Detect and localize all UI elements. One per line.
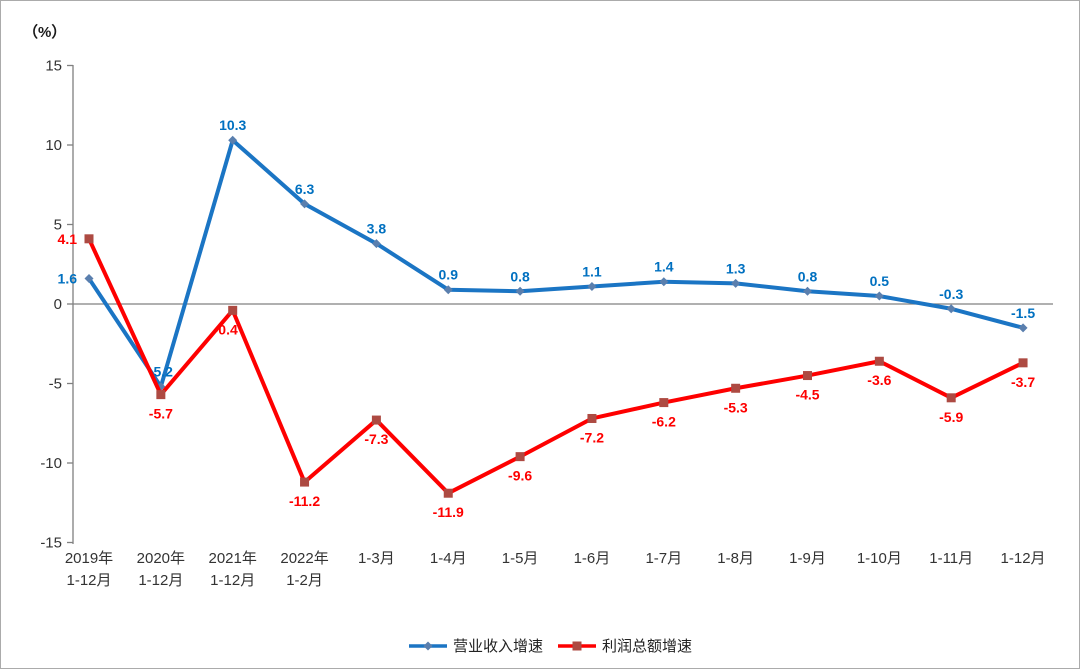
data-point-label: -3.7 xyxy=(1011,374,1035,390)
data-point-marker xyxy=(731,278,741,288)
data-point-marker xyxy=(874,291,884,301)
data-point-label: -7.3 xyxy=(364,431,388,447)
y-axis-unit-label: （%） xyxy=(23,23,66,41)
data-point-label: 4.1 xyxy=(58,231,78,247)
x-category-label: 2021年 xyxy=(209,550,257,567)
data-point-label: 0.8 xyxy=(510,268,530,284)
y-tick-label: 5 xyxy=(54,217,62,234)
x-category-label: 1-8月 xyxy=(717,550,754,567)
series-line xyxy=(87,138,1026,389)
x-category-label: 1-2月 xyxy=(286,572,323,589)
data-point-label: -1.5 xyxy=(1011,305,1035,321)
data-point-marker xyxy=(423,641,433,651)
data-point-label: 1.4 xyxy=(654,259,674,275)
data-point-marker xyxy=(874,356,884,366)
series-profit: 4.1 -5.7 -0.4 -11.2 -7.3 -11.9 -9.6 -7.2 -6.2 -5.… xyxy=(58,231,1036,520)
data-point-label: -5.7 xyxy=(149,406,173,422)
x-category-label: 2020年 xyxy=(137,550,185,567)
data-point-label: -6.2 xyxy=(652,414,676,430)
data-point-label: 1.3 xyxy=(726,260,746,276)
y-tick-label: -10 xyxy=(40,455,62,472)
data-point-label: 0.8 xyxy=(798,268,818,284)
data-point-marker xyxy=(443,285,453,295)
x-category-label: 1-3月 xyxy=(358,550,395,567)
data-point-label: 3.8 xyxy=(367,221,387,237)
data-point-marker xyxy=(84,234,94,244)
data-point-marker xyxy=(587,413,597,423)
plot-layer: 1.6 -5.2 10.3 6.3 3.8 0.9 0.8 1.1 1.4 1.3 0.8 0.5 -0… xyxy=(58,117,1036,520)
data-point-marker xyxy=(946,304,956,314)
data-point-label: -4.5 xyxy=(795,387,819,403)
data-point-marker xyxy=(443,488,453,498)
data-point-label: 0.9 xyxy=(439,267,459,283)
legend-item: 利润总额增速 xyxy=(558,638,692,655)
data-point-label: -5.2 xyxy=(149,364,173,380)
data-point-marker xyxy=(1018,358,1028,368)
y-tick-label: 0 xyxy=(54,296,62,313)
legend-item: 营业收入增速 xyxy=(409,638,543,655)
data-point-marker xyxy=(156,390,166,400)
y-tick-label: -15 xyxy=(40,535,62,552)
data-point-label: 1.6 xyxy=(58,271,78,287)
data-point-marker xyxy=(84,274,94,284)
data-point-marker xyxy=(300,477,310,487)
legend-label: 利润总额增速 xyxy=(602,638,692,655)
y-tick-label: 10 xyxy=(45,137,62,154)
data-point-marker xyxy=(659,398,669,408)
data-point-label: -0.4 xyxy=(214,321,238,337)
data-point-marker xyxy=(228,305,238,315)
data-point-label: -9.6 xyxy=(508,468,532,484)
x-category-label: 2019年 xyxy=(65,550,113,567)
x-category-label: 1-5月 xyxy=(502,550,539,567)
x-category-label: 1-12月 xyxy=(138,572,183,589)
y-tick-label: 15 xyxy=(45,58,62,75)
x-category-label: 1-12月 xyxy=(1001,550,1046,567)
x-category-label: 1-10月 xyxy=(857,550,902,567)
series-line xyxy=(87,236,1026,496)
x-category-label: 1-7月 xyxy=(645,550,682,567)
data-point-marker xyxy=(515,286,525,296)
data-point-label: -7.2 xyxy=(580,429,604,445)
data-point-label: -0.3 xyxy=(939,286,963,302)
x-category-label: 1-6月 xyxy=(574,550,611,567)
data-point-marker xyxy=(731,383,741,393)
x-category-label: 1-9月 xyxy=(789,550,826,567)
chart-legend: 营业收入增速 利润总额增速 xyxy=(409,638,692,655)
data-point-marker xyxy=(572,641,582,651)
data-point-label: 1.1 xyxy=(582,264,602,280)
data-point-marker xyxy=(587,282,597,292)
data-point-label: -3.6 xyxy=(867,372,891,388)
data-point-marker xyxy=(515,452,525,462)
x-category-label: 1-12月 xyxy=(210,572,255,589)
data-point-label: -11.2 xyxy=(289,493,320,509)
y-tick-label: -5 xyxy=(49,376,62,393)
data-point-marker xyxy=(659,277,669,287)
data-point-marker xyxy=(1018,323,1028,333)
x-category-label: 1-12月 xyxy=(66,572,111,589)
data-point-marker xyxy=(803,286,812,296)
data-point-marker xyxy=(228,135,238,145)
data-point-marker xyxy=(371,415,381,425)
data-point-label: -5.9 xyxy=(939,409,963,425)
x-category-label: 1-11月 xyxy=(929,550,973,567)
data-point-label: 0.5 xyxy=(870,273,890,289)
data-point-marker xyxy=(803,371,812,381)
data-point-marker xyxy=(300,199,310,209)
x-category-label: 2022年 xyxy=(280,550,328,567)
data-point-marker xyxy=(371,239,381,249)
data-point-label: -5.3 xyxy=(724,399,748,415)
data-point-label: 10.3 xyxy=(219,117,246,133)
series-revenue: 1.6 -5.2 10.3 6.3 3.8 0.9 0.8 1.1 1.4 1.3 0.8 0.5 -0… xyxy=(58,117,1035,392)
data-point-label: 6.3 xyxy=(295,181,315,197)
data-point-marker xyxy=(946,393,956,403)
legend-label: 营业收入增速 xyxy=(453,638,543,655)
data-point-label: -11.9 xyxy=(433,504,464,520)
x-category-label: 1-4月 xyxy=(430,550,467,567)
